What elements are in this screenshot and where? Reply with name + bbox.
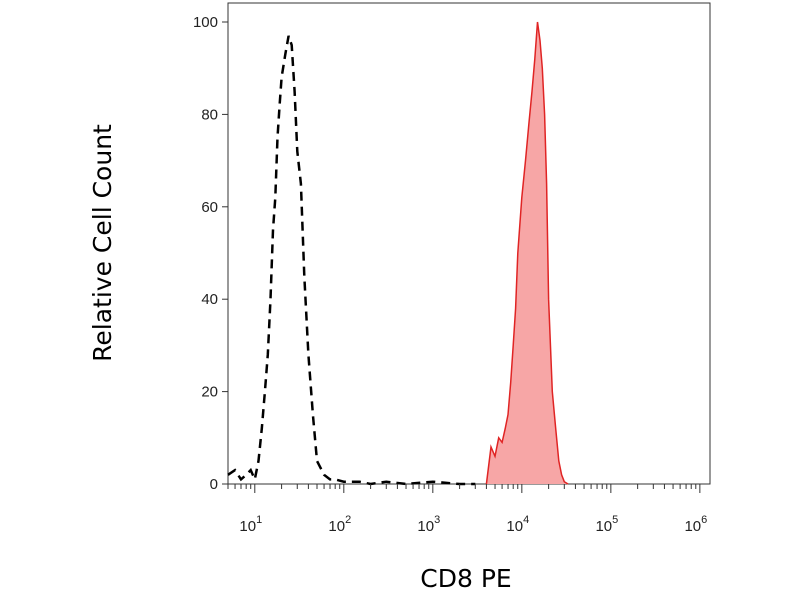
x-tick-label: 103	[417, 514, 440, 535]
x-axis-title: CD8 PE	[420, 564, 511, 593]
x-tick-label: 106	[684, 514, 707, 535]
x-tick-label: 105	[595, 514, 618, 535]
series-1-area	[486, 22, 568, 484]
series-0-line	[227, 35, 476, 486]
x-axis-ticks: 101 102 103 104 105 106	[227, 484, 707, 535]
y-axis-title: Relative Cell Count	[88, 124, 117, 362]
y-axis-ticks: 0 20 40 60 80 100	[193, 14, 228, 493]
y-tick-label: 80	[201, 106, 218, 123]
plot-frame	[227, 2, 711, 485]
y-tick-label: 60	[201, 199, 218, 216]
y-tick-label: 20	[201, 384, 218, 401]
x-tick-label: 102	[328, 514, 351, 535]
y-tick-label: 0	[210, 476, 218, 493]
x-tick-label: 104	[506, 514, 529, 535]
y-tick-label: 40	[201, 291, 218, 308]
plot-area	[227, 2, 711, 485]
x-tick-label: 101	[239, 514, 262, 535]
series-layer	[227, 21, 569, 486]
series-1-line	[485, 21, 569, 485]
y-tick-label: 100	[193, 14, 218, 31]
